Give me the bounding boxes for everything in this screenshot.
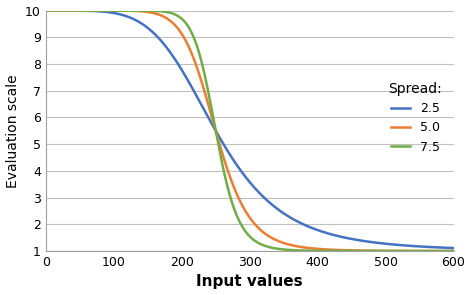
5.0: [64, 9, 70, 12]
7.5: [439, 249, 444, 253]
2.5: [439, 246, 444, 249]
7.5: [43, 9, 49, 12]
2.5: [43, 9, 49, 12]
7.5: [451, 249, 456, 253]
5.0: [439, 249, 445, 253]
2.5: [64, 9, 70, 12]
2.5: [451, 246, 456, 250]
2.5: [439, 246, 445, 249]
2.5: [364, 240, 370, 243]
7.5: [230, 204, 236, 208]
Y-axis label: Evaluation scale: Evaluation scale: [6, 74, 20, 188]
7.5: [241, 228, 247, 231]
5.0: [241, 207, 247, 211]
5.0: [230, 184, 236, 187]
7.5: [439, 249, 445, 253]
Line: 7.5: 7.5: [46, 11, 454, 251]
5.0: [451, 249, 456, 253]
5.0: [364, 249, 370, 253]
X-axis label: Input values: Input values: [196, 274, 303, 289]
5.0: [439, 249, 444, 253]
Line: 2.5: 2.5: [46, 11, 454, 248]
Legend: 2.5, 5.0, 7.5: 2.5, 5.0, 7.5: [383, 77, 447, 159]
7.5: [364, 249, 370, 253]
Line: 5.0: 5.0: [46, 11, 454, 251]
7.5: [64, 9, 70, 12]
5.0: [43, 9, 49, 12]
2.5: [230, 158, 236, 162]
2.5: [241, 173, 247, 177]
